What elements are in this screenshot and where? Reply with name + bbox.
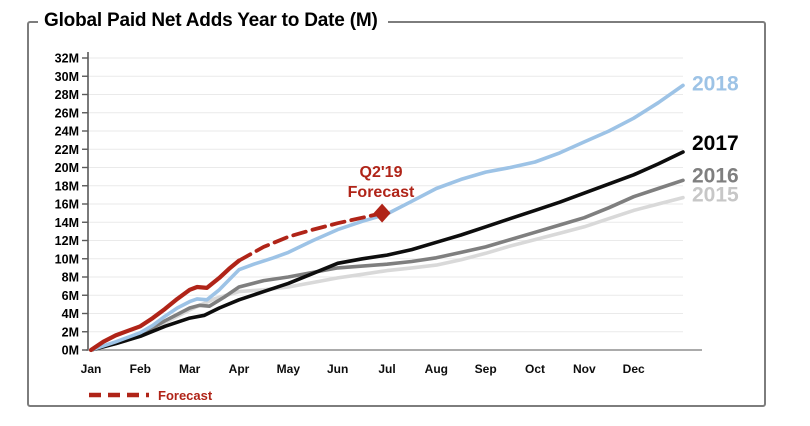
y-tick-label: 0M [62, 344, 79, 358]
forecast-legend-label: Forecast [158, 387, 213, 403]
y-tick-label: 12M [55, 234, 79, 248]
series-line-2018 [89, 83, 685, 352]
chart-title: Global Paid Net Adds Year to Date (M) [38, 10, 388, 32]
y-tick-label: 28M [55, 88, 79, 102]
y-tick-label: 26M [55, 106, 79, 120]
forecast-annotation-line2: Forecast [347, 184, 415, 201]
year-label-2016: 2016 [692, 164, 739, 187]
x-tick-label: Jul [378, 362, 395, 376]
y-tick-label: 6M [62, 289, 79, 303]
x-tick-label: Oct [525, 362, 545, 376]
forecast-legend: Forecast [88, 386, 212, 404]
y-tick-label: 30M [55, 70, 79, 84]
y-tick-label: 18M [55, 179, 79, 193]
y-tick-label: 8M [62, 271, 79, 285]
y-tick-label: 4M [62, 307, 79, 321]
y-tick-label: 32M [55, 52, 79, 66]
y-tick-label: 10M [55, 252, 79, 266]
forecast-diamond-marker [373, 203, 391, 223]
series-line-q2-19-forecast [237, 211, 385, 263]
year-label-2018: 2018 [692, 72, 739, 95]
year-label-2017: 2017 [692, 132, 739, 155]
x-tick-label: Jun [327, 362, 348, 376]
x-tick-label: Apr [229, 362, 250, 376]
y-tick-label: 14M [55, 216, 79, 230]
y-tick-label: 2M [62, 325, 79, 339]
forecast-annotation: Q2'19 Forecast [348, 163, 415, 203]
y-tick-label: 22M [55, 143, 79, 157]
x-tick-label: Mar [179, 362, 201, 376]
series-line-2015 [89, 195, 685, 352]
forecast-annotation-line1: Q2'19 [359, 164, 403, 181]
series-line-q1-19-actual [88, 258, 242, 353]
x-tick-label: Jan [81, 362, 102, 376]
x-tick-label: Sep [475, 362, 497, 376]
y-tick-label: 20M [55, 161, 79, 175]
y-tick-label: 24M [55, 125, 79, 139]
x-tick-label: Feb [130, 362, 151, 376]
x-tick-label: Dec [623, 362, 645, 376]
x-tick-label: Nov [573, 362, 596, 376]
x-tick-label: May [277, 362, 301, 376]
year-label-2015: 2015 [692, 184, 739, 207]
series-line-2017 [89, 150, 685, 352]
forecast-dash-swatch [89, 392, 149, 398]
x-tick-label: Aug [425, 362, 448, 376]
chart-frame-border [27, 21, 766, 407]
series-line-2016 [89, 178, 685, 352]
y-tick-label: 16M [55, 198, 79, 212]
